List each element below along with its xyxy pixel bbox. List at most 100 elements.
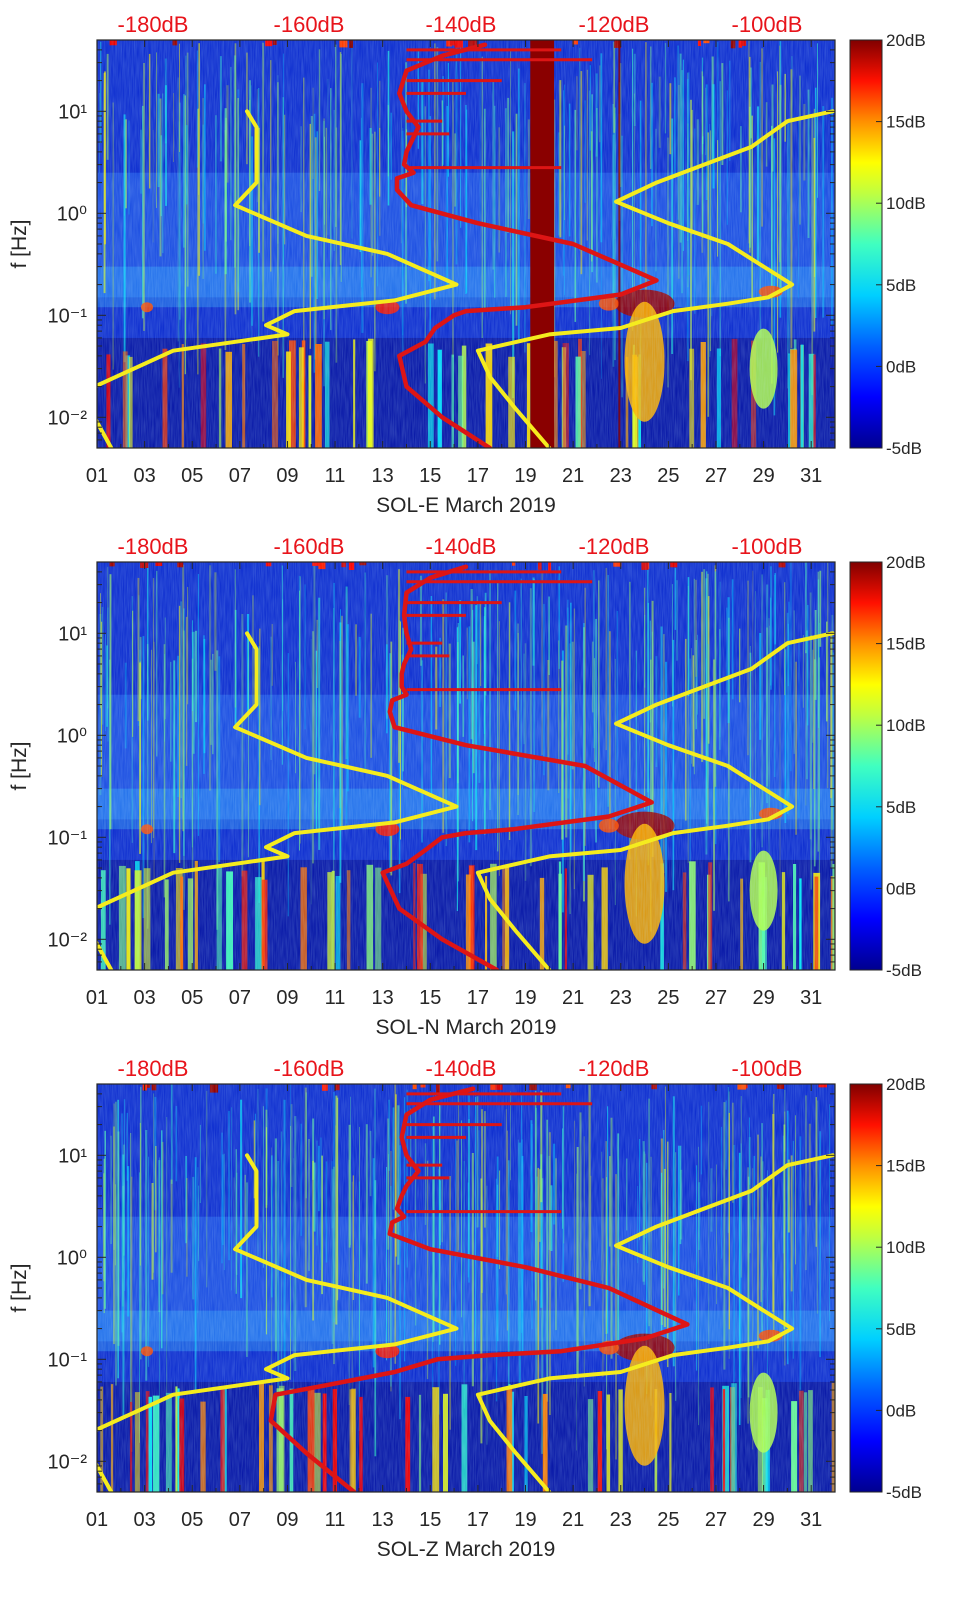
colorbar: 20dB 15dB 10dB 5dB 0dB -5dB	[849, 1075, 926, 1502]
colorbar-gradient	[849, 39, 883, 449]
yellow-noise-curve	[97, 109, 459, 448]
colorbar-label: 20dB	[886, 553, 926, 572]
colorbar-label: 10dB	[886, 716, 926, 735]
x-tick-label: 15	[419, 987, 441, 1009]
x-tick-label: 31	[800, 465, 822, 487]
x-tick-label: 15	[419, 465, 441, 487]
x-tick-label: 13	[372, 1509, 394, 1531]
colorbar-label: -5dB	[886, 439, 922, 458]
colorbar-label: 20dB	[886, 1075, 926, 1094]
x-tick-label: 07	[229, 465, 251, 487]
saturated-band	[530, 40, 555, 448]
colorbar-label: 15dB	[886, 635, 926, 654]
x-tick-label: 29	[752, 465, 774, 487]
y-tick-label: 10⁻²	[48, 929, 88, 951]
x-tick-label: 19	[514, 465, 536, 487]
top-db-label: -120dB	[579, 12, 650, 37]
x-axis-title: SOL-E March 2019	[376, 494, 556, 517]
yellow-noise-curve	[475, 1153, 835, 1492]
colorbar-label: -5dB	[886, 961, 922, 980]
x-tick-label: 15	[419, 1509, 441, 1531]
x-tick-label: 17	[467, 1509, 489, 1531]
colorbar-label: 0dB	[886, 879, 916, 898]
x-tick-label: 03	[133, 1509, 155, 1531]
spectrogram-area	[97, 1084, 835, 1492]
x-tick-label: 05	[181, 1509, 203, 1531]
x-axis-title: SOL-Z March 2019	[377, 1538, 556, 1561]
x-tick-label: 23	[610, 1509, 632, 1531]
x-tick-label: 05	[181, 987, 203, 1009]
x-tick-label: 13	[372, 465, 394, 487]
x-axis-title: SOL-N March 2019	[376, 1016, 557, 1039]
x-tick-label: 01	[86, 465, 108, 487]
x-tick-label: 09	[276, 987, 298, 1009]
colorbar-label: 5dB	[886, 798, 916, 817]
x-tick-label: 03	[133, 465, 155, 487]
x-tick-label: 21	[562, 1509, 584, 1531]
spectrogram-panel: 01 03 05 07 09 11 13 15 17 19 21 23 25 27 29 31 10⁻² 10⁻¹…	[8, 534, 926, 1039]
spectrogram-panel: 01 03 05 07 09 11 13 15 17 19 21 23 25 27 29 31 10⁻² 10⁻¹…	[8, 12, 926, 517]
top-db-label: -140dB	[426, 534, 497, 559]
y-tick-label: 10⁻¹	[48, 1349, 88, 1371]
y-tick-label: 10⁻²	[48, 407, 88, 429]
colorbar-label: 0dB	[886, 1401, 916, 1420]
x-tick-label: 05	[181, 465, 203, 487]
y-tick-label: 10⁰	[57, 203, 87, 225]
x-tick-label: 11	[325, 1509, 346, 1531]
top-db-label: -100dB	[732, 1056, 803, 1081]
y-tick-label: 10⁰	[57, 1247, 87, 1269]
saturated-line	[618, 40, 621, 448]
x-tick-label: 17	[467, 987, 489, 1009]
colorbar-label: 15dB	[886, 1157, 926, 1176]
x-tick-label: 03	[133, 987, 155, 1009]
x-tick-label: 31	[800, 1509, 822, 1531]
colorbar-gradient	[849, 561, 883, 971]
y-tick-label: 10¹	[58, 101, 87, 123]
colorbar: 20dB 15dB 10dB 5dB 0dB -5dB	[849, 553, 926, 980]
red-noise-curve	[268, 1086, 690, 1492]
top-db-label: -160dB	[274, 12, 345, 37]
red-noise-curve	[380, 564, 654, 970]
y-axis-title: f [Hz]	[8, 741, 31, 790]
colorbar-gradient	[849, 1083, 883, 1493]
top-db-label: -180dB	[118, 1056, 189, 1081]
x-tick-label: 13	[372, 987, 394, 1009]
y-tick-label: 10⁻²	[48, 1451, 88, 1473]
x-tick-label: 07	[229, 987, 251, 1009]
top-db-label: -140dB	[426, 1056, 497, 1081]
y-tick-label: 10¹	[58, 1145, 87, 1167]
noise-overlay	[97, 562, 835, 970]
x-tick-label: 29	[752, 987, 774, 1009]
x-tick-label: 23	[610, 465, 632, 487]
x-tick-label: 27	[705, 465, 727, 487]
top-db-label: -120dB	[579, 534, 650, 559]
x-tick-label: 21	[562, 987, 584, 1009]
x-tick-label: 21	[562, 465, 584, 487]
x-tick-label: 09	[276, 465, 298, 487]
y-tick-label: 10⁻¹	[48, 305, 88, 327]
colorbar-label: 15dB	[886, 113, 926, 132]
y-tick-label: 10⁻¹	[48, 827, 88, 849]
x-tick-label: 09	[276, 1509, 298, 1531]
y-tick-label: 10⁰	[57, 725, 87, 747]
red-noise-curve	[394, 42, 659, 448]
y-axis-title: f [Hz]	[8, 219, 31, 268]
noise-overlay	[97, 1084, 835, 1492]
spectrogram-panel: 01 03 05 07 09 11 13 15 17 19 21 23 25 27 29 31 10⁻² 10⁻¹…	[8, 1056, 926, 1561]
top-db-label: -100dB	[732, 12, 803, 37]
top-db-label: -100dB	[732, 534, 803, 559]
x-tick-label: 25	[657, 465, 679, 487]
x-tick-label: 01	[86, 1509, 108, 1531]
x-tick-label: 19	[514, 1509, 536, 1531]
top-db-label: -120dB	[579, 1056, 650, 1081]
yellow-noise-curve	[97, 1153, 459, 1492]
x-tick-label: 27	[705, 987, 727, 1009]
x-tick-label: 19	[514, 987, 536, 1009]
x-tick-label: 17	[467, 465, 489, 487]
top-db-label: -180dB	[118, 534, 189, 559]
spectrogram-area	[97, 40, 835, 448]
colorbar-label: 10dB	[886, 1238, 926, 1257]
x-tick-label: 01	[86, 987, 108, 1009]
